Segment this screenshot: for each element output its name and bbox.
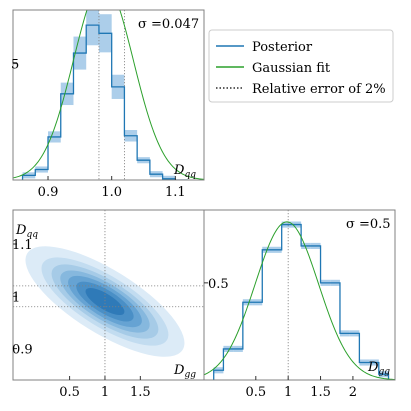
gg-xtick-label-0: 0.5 bbox=[245, 385, 266, 400]
legend: Posterior Gaussian fit Relative error of… bbox=[208, 29, 394, 103]
panel-joint: 0.5 1 1.5 0.9 1 1.1 Dqq Dgg bbox=[12, 209, 205, 400]
qq-band-5 bbox=[86, 10, 99, 46]
joint-x-label: Dgg bbox=[173, 363, 196, 380]
panel-gg-marginal: 0.5 1 1.5 2 0.5 σ =0.5 Dgg bbox=[203, 209, 396, 400]
qq-sigma-annotation: σ =0.047 bbox=[138, 17, 199, 32]
qq-xtick-label-1: 1.0 bbox=[101, 185, 122, 200]
gg-xtick-label-1: 1 bbox=[284, 385, 292, 400]
joint-xtick-label-1: 1 bbox=[101, 385, 109, 400]
legend-posterior-label: Posterior bbox=[252, 40, 313, 55]
joint-axes: 0.5 1 1.5 0.9 1 1.1 bbox=[12, 238, 151, 400]
gg-axis-label: Dgg bbox=[367, 360, 390, 377]
joint-xtick-label-2: 1.5 bbox=[130, 385, 151, 400]
qq-xtick-label-2: 1.1 bbox=[165, 185, 186, 200]
qq-frame bbox=[12, 9, 205, 181]
gg-plot-area bbox=[204, 210, 395, 380]
gg-xtick-label-3: 2 bbox=[349, 385, 357, 400]
qq-axes: 0.9 1.0 1.1 5 bbox=[11, 58, 186, 200]
gg-posterior-step bbox=[213, 223, 390, 380]
joint-ytick-label-2: 1.1 bbox=[12, 238, 33, 253]
qq-plot-area bbox=[13, 10, 204, 180]
gg-gaussian-fit bbox=[204, 221, 395, 380]
gg-axes: 0.5 1 1.5 2 0.5 bbox=[204, 277, 357, 400]
legend-error-label: Relative error of 2% bbox=[252, 82, 386, 97]
qq-posterior-step bbox=[21, 24, 189, 180]
joint-xtick-label-0: 0.5 bbox=[59, 385, 80, 400]
qq-gaussian-fit bbox=[13, 10, 204, 180]
joint-ytick-label-0: 0.9 bbox=[12, 343, 33, 358]
joint-y-label: Dqq bbox=[15, 223, 38, 240]
legend-box bbox=[208, 29, 394, 103]
qq-band-11 bbox=[162, 175, 176, 180]
gg-sigma-annotation: σ =0.5 bbox=[346, 217, 391, 232]
joint-contour-6 bbox=[85, 288, 125, 316]
joint-plot-area bbox=[13, 210, 204, 380]
panel-qq-marginal: 0.9 1.0 1.1 5 σ =0.047 Dqq bbox=[11, 9, 205, 200]
qq-ytick-label-0: 5 bbox=[11, 58, 19, 73]
joint-ytick-label-1: 1 bbox=[12, 290, 20, 305]
qq-xtick-label-0: 0.9 bbox=[38, 185, 59, 200]
gg-ytick-label-0: 0.5 bbox=[208, 277, 229, 292]
gg-xtick-label-2: 1.5 bbox=[310, 385, 331, 400]
legend-fit-label: Gaussian fit bbox=[252, 61, 331, 76]
gg-frame bbox=[203, 209, 396, 381]
qq-axis-label: Dqq bbox=[173, 163, 196, 180]
